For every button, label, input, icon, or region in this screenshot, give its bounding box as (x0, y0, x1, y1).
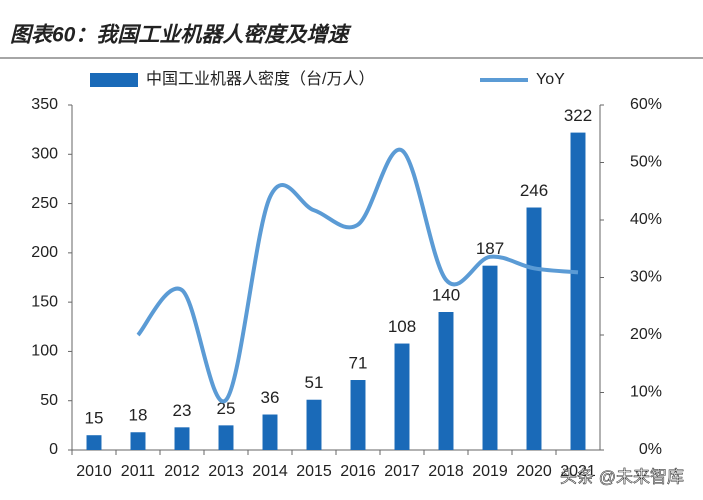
y2-tick-label: 20% (630, 326, 662, 343)
bar (482, 265, 498, 450)
x-tick-label: 2014 (252, 463, 288, 480)
x-tick-label: 2016 (340, 463, 376, 480)
y2-tick-label: 40% (630, 211, 662, 228)
bar (262, 414, 278, 450)
y-tick-label: 200 (31, 244, 58, 261)
data-label: 25 (217, 399, 236, 418)
x-tick-label: 2013 (208, 463, 244, 480)
data-label: 18 (129, 406, 148, 425)
bar (570, 132, 586, 450)
legend-label: YoY (536, 71, 565, 88)
bar (130, 432, 146, 450)
x-tick-label: 2017 (384, 463, 420, 480)
bar (526, 207, 542, 450)
line (136, 147, 579, 404)
y-tick-label: 300 (31, 146, 58, 163)
data-label: 51 (305, 373, 324, 392)
bar (394, 343, 410, 450)
data-label: 246 (520, 181, 548, 200)
x-tick-label: 2021 (560, 463, 596, 480)
y2-tick-label: 60% (630, 96, 662, 113)
x-tick-label: 2010 (76, 463, 112, 480)
legend-swatch (90, 73, 138, 87)
legend-label: 中国工业机器人密度（台/万人） (146, 70, 374, 88)
bar (218, 425, 234, 450)
data-label: 187 (476, 239, 504, 258)
watermark: 头条 @未来智库 (560, 467, 684, 486)
y-tick-label: 100 (31, 343, 58, 360)
x-tick-label: 2019 (472, 463, 508, 480)
bar (174, 427, 190, 450)
bar (350, 380, 366, 450)
y2-tick-label: 50% (630, 154, 662, 171)
y2-tick-label: 30% (630, 269, 662, 286)
x-tick-label: 2020 (516, 463, 552, 480)
y-tick-label: 0 (49, 441, 58, 458)
data-label: 322 (564, 106, 592, 125)
data-label: 15 (85, 409, 104, 428)
y2-tick-label: 10% (630, 384, 662, 401)
data-label: 71 (349, 353, 368, 372)
bar (86, 435, 102, 450)
data-label: 23 (173, 401, 192, 420)
y-tick-label: 50 (40, 392, 58, 409)
x-tick-label: 2018 (428, 463, 464, 480)
y-tick-label: 150 (31, 293, 58, 310)
data-label: 140 (432, 285, 460, 304)
x-tick-label: 2015 (296, 463, 332, 480)
y-tick-label: 350 (31, 96, 58, 113)
y-tick-label: 250 (31, 195, 58, 212)
bar (438, 312, 454, 450)
data-label: 108 (388, 317, 416, 336)
y2-tick-label: 0% (639, 441, 662, 458)
x-tick-label: 2011 (121, 463, 156, 480)
x-tick-label: 2012 (164, 463, 200, 480)
chart-title: 图表60：我国工业机器人密度及增速 (10, 23, 352, 47)
bar (306, 399, 322, 450)
data-label: 36 (261, 388, 280, 407)
